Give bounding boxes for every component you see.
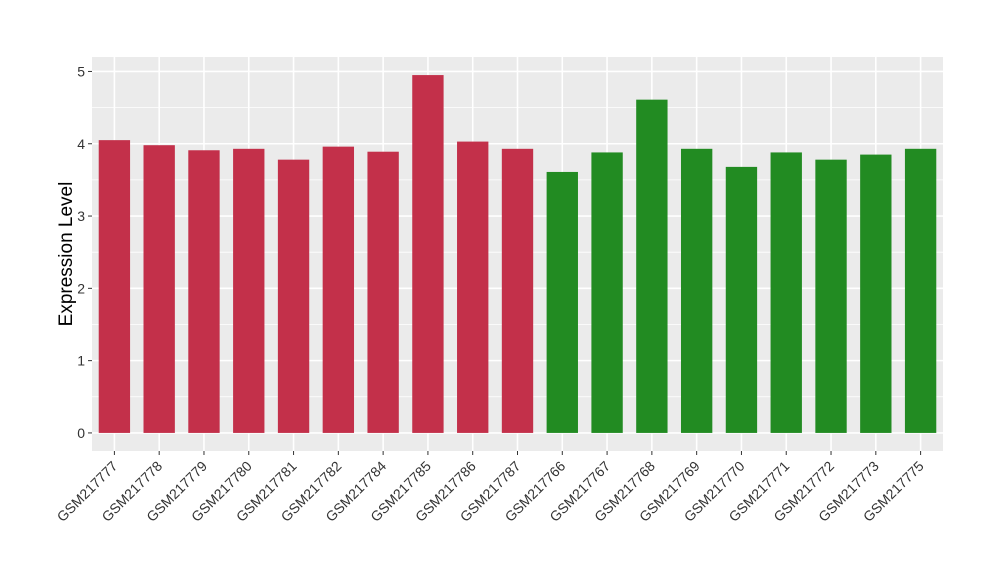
bar-GSM217780: [233, 148, 265, 433]
bar-GSM217778: [143, 145, 175, 433]
bar-GSM217781: [277, 159, 310, 433]
x-axis: GSM217777GSM217778GSM217779GSM217780GSM2…: [54, 451, 927, 525]
y-tick-label: 3: [77, 208, 85, 224]
y-tick-label: 5: [77, 63, 85, 79]
bar-GSM217787: [501, 148, 534, 433]
bar-GSM217772: [815, 159, 847, 433]
bar-GSM217784: [367, 151, 399, 433]
y-tick-label: 2: [77, 280, 85, 296]
bar-GSM217785: [412, 75, 444, 433]
bars: [98, 75, 937, 433]
y-axis: 0 1 2 3 4 5: [77, 63, 92, 441]
bar-GSM217770: [725, 166, 758, 433]
y-tick-label: 4: [77, 136, 85, 152]
y-tick-label: 1: [77, 353, 85, 369]
y-tick-label: 0: [77, 425, 85, 441]
bar-GSM217771: [770, 152, 802, 433]
bar-GSM217775: [904, 148, 937, 433]
bar-GSM217773: [860, 154, 892, 433]
bar-GSM217786: [457, 141, 489, 433]
bar-GSM217777: [98, 140, 131, 433]
bar-GSM217769: [680, 148, 713, 433]
bar-GSM217768: [636, 99, 668, 433]
y-axis-label: Expression Level: [56, 182, 77, 327]
bar-GSM217779: [188, 150, 220, 433]
bar-GSM217782: [322, 146, 355, 433]
bar-GSM217767: [591, 152, 623, 433]
bar-GSM217766: [546, 171, 578, 433]
